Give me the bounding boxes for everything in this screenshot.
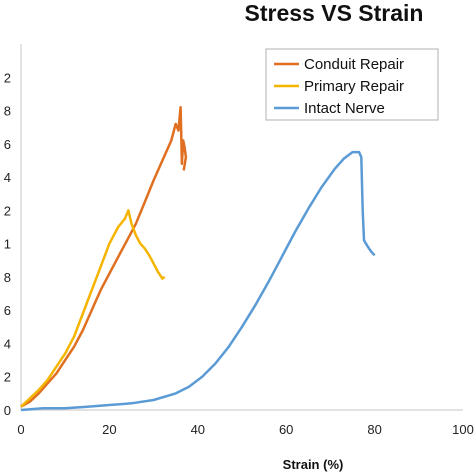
x-tick-label: 80 xyxy=(367,422,381,437)
legend-label-conduit-repair: Conduit Repair xyxy=(304,56,404,73)
x-axis-ticks: 0 20 40 60 80 100 xyxy=(17,422,473,437)
y-tick-label: 4 xyxy=(4,170,11,185)
series-line-conduit-repair xyxy=(20,105,188,408)
y-tick-label: 6 xyxy=(4,303,11,318)
y-tick-label: 8 xyxy=(4,270,11,285)
legend-label-primary-repair: Primary Repair xyxy=(304,78,404,95)
y-tick-label: 0 xyxy=(4,403,11,418)
x-tick-label: 100 xyxy=(452,422,474,437)
series-line-intact-nerve xyxy=(20,150,376,412)
y-tick-label: 2 xyxy=(4,370,11,385)
y-tick-label: 2 xyxy=(4,203,11,218)
chart-title: Stress VS Strain xyxy=(245,0,424,26)
x-tick-label: 0 xyxy=(17,422,24,437)
x-tick-label: 20 xyxy=(102,422,116,437)
x-tick-label: 40 xyxy=(191,422,205,437)
x-tick-label: 60 xyxy=(279,422,293,437)
y-tick-label: 1 xyxy=(4,237,11,252)
y-tick-label: 2 xyxy=(4,70,11,85)
y-tick-label: 6 xyxy=(4,137,11,152)
legend: Conduit Repair Primary Repair Intact Ner… xyxy=(265,48,439,121)
series-line-primary-repair xyxy=(20,209,166,408)
y-axis-ticks: 0 2 4 6 8 1 2 4 6 8 2 xyxy=(4,70,11,418)
y-tick-label: 8 xyxy=(4,104,11,119)
y-tick-label: 4 xyxy=(4,336,11,351)
series-layer xyxy=(20,105,376,412)
legend-label-intact-nerve: Intact Nerve xyxy=(304,100,385,117)
x-axis-label: Strain (%) xyxy=(283,457,344,472)
